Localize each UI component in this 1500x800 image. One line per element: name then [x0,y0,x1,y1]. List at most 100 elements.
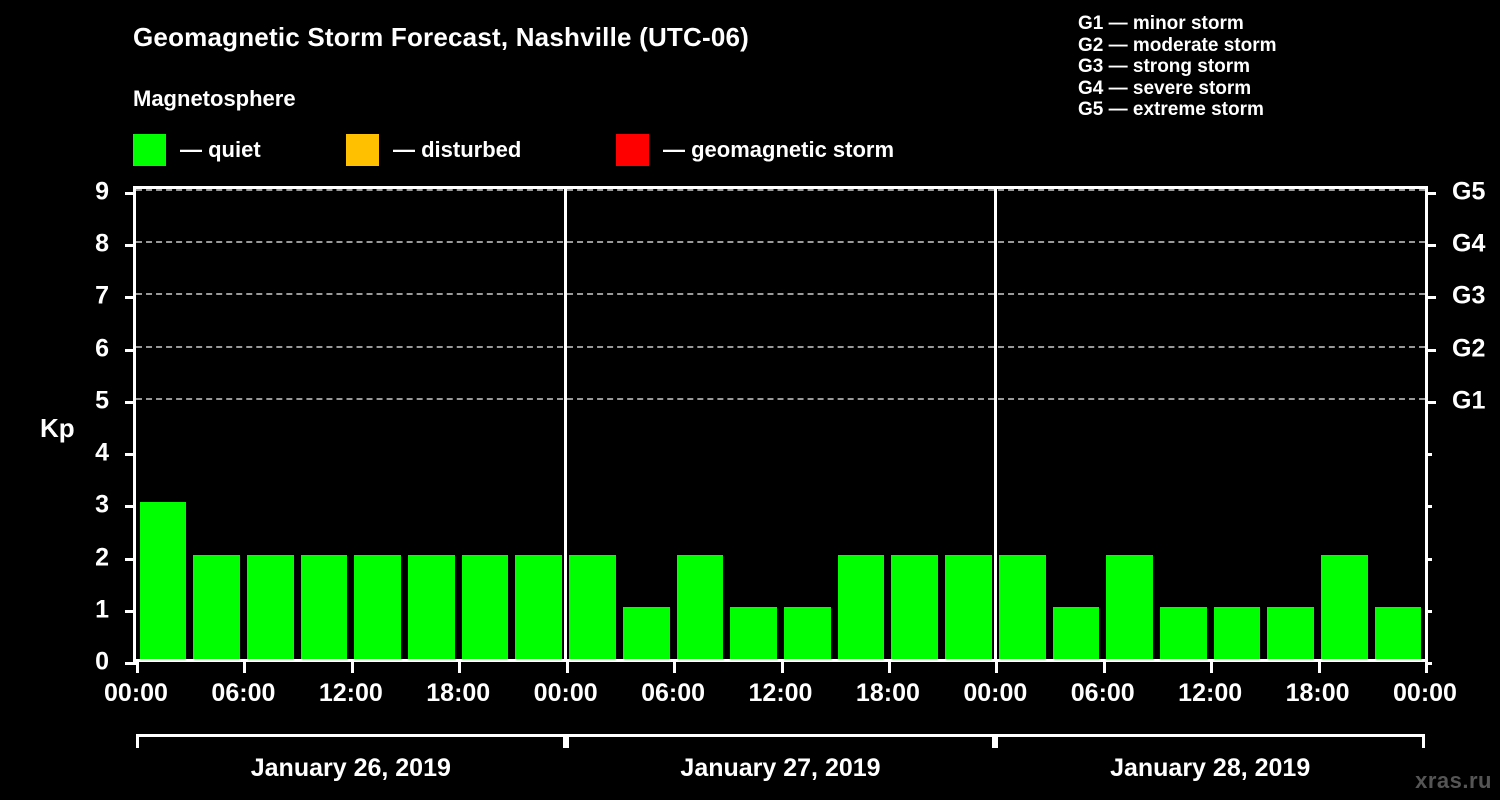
watermark: xras.ru [1415,768,1492,793]
y-tick-label-2: 2 [95,543,109,572]
gridline-kp-6 [136,345,1425,348]
x-tick-label-12: 00:00 [1393,679,1457,707]
y-tick-right-8 [1425,244,1436,248]
x-tick-label-8: 00:00 [963,679,1028,707]
gridline-kp-7 [136,293,1425,296]
bar [1106,554,1153,659]
y-tick-right-7 [1425,296,1436,300]
y-tick-label-5: 5 [95,386,109,415]
x-tick-label-11: 18:00 [1285,679,1350,707]
legend-item-disturbed: — disturbed [346,134,521,166]
bar [998,554,1046,659]
x-tick-0 [136,662,139,673]
x-tick-label-6: 12:00 [748,679,813,707]
bar [784,606,831,659]
date-label-2: January 27, 2019 [680,754,881,782]
x-tick-11 [1317,662,1321,673]
y-tick-label-9: 9 [95,177,109,206]
x-tick-label-1: 06:00 [211,679,276,707]
bar [1321,554,1368,659]
date-label-3: January 28, 2019 [1110,754,1311,782]
bar [945,554,992,659]
bar [139,502,187,659]
g-scale-label-g1: G1 [1452,386,1486,415]
plot-inner [136,189,1425,659]
y-tick-right-3 [1425,505,1432,509]
x-tick-label-0: 00:00 [104,679,168,707]
x-tick-7 [887,662,891,673]
y-tick-label-4: 4 [95,438,109,467]
legend-item-geomagnetic-storm: — geomagnetic storm [616,134,894,166]
bar [461,554,509,659]
y-tick-7 [125,296,136,300]
bar [1374,606,1422,659]
x-axis: 00:00 06:00 12:00 18:00 00:00 06:00 12:00 18:00… [104,662,1457,732]
chart-title: Geomagnetic Storm Forecast, Nashville (U… [133,22,750,52]
g-scale-label-g5: G5 [1452,177,1486,206]
legend-swatch-geomagnetic-storm-icon [616,134,649,166]
g-scale-label-g3: G3 [1452,281,1486,310]
x-tick-6 [780,662,784,673]
y-tick-right-4 [1425,453,1432,457]
date-bracket-1 [136,734,566,748]
legend-label-disturbed: — disturbed [393,137,522,162]
y-tick-label-7: 7 [95,281,109,310]
bar [730,606,777,659]
x-tick-label-7: 18:00 [855,679,920,707]
y-tick-right-5 [1425,400,1436,404]
y-tick-label-3: 3 [95,490,109,519]
y-axis-title: Kp [40,413,75,443]
bar [193,554,240,659]
bar [1267,606,1315,659]
bar [676,554,724,659]
y-tick-label-6: 6 [95,334,109,363]
bar [569,554,616,659]
bar [891,554,939,659]
bar [354,554,402,659]
y-tick-right-2 [1425,557,1432,561]
x-tick-label-4: 00:00 [533,679,598,707]
legend-item-quiet: — quiet [133,134,261,166]
gridline-kp-5 [136,397,1425,400]
plot-area: 0 1 2 3 4 5 6 7 8 9 G1 G2 G3 G4 G5 [95,178,1485,676]
x-tick-label-3: 18:00 [426,679,491,707]
y-tick-right-0 [1425,662,1432,665]
y-tick-8 [125,244,136,248]
y-tick-0 [125,662,136,665]
y-tick-2 [125,557,136,561]
x-tick-5 [673,662,677,673]
date-axis: January 26, 2019 January 27, 2019 January … [133,734,1428,800]
date-bracket-3 [995,734,1425,748]
x-tick-10 [1210,662,1214,673]
y-tick-label-1: 1 [95,595,109,624]
date-bracket-2 [565,734,996,748]
y-tick-label-0: 0 [95,647,109,676]
x-tick-8 [995,662,999,673]
x-tick-1 [243,662,247,673]
x-tick-12 [1425,662,1428,673]
g-scale-label-g4: G4 [1452,229,1486,258]
y-tick-label-8: 8 [95,229,109,258]
legend-label-quiet: — quiet [180,137,261,162]
bar [300,554,348,659]
gridline-kp-8 [136,241,1425,244]
g-key-row-g5: G5 — extreme storm [1078,99,1264,120]
g-key-row-g2: G2 — moderate storm [1078,34,1277,56]
bar [408,554,455,659]
g-scale-key: G1 — minor storm G2 — moderate storm G3 — … [1078,13,1277,121]
x-tick-4 [565,662,569,673]
legend-swatch-quiet-icon [133,134,166,166]
y-tick-4 [125,453,136,457]
date-label-1: January 26, 2019 [250,754,451,782]
y-tick-6 [125,348,136,352]
y-tick-1 [125,609,136,613]
g-scale-label-g2: G2 [1452,334,1486,363]
bar [515,554,563,659]
y-tick-right-1 [1425,609,1432,613]
y-tick-9 [125,192,136,195]
bar [1213,606,1261,659]
gridline-kp-9 [136,189,1425,191]
y-tick-3 [125,505,136,509]
g-key-row-g1: G1 — minor storm [1078,13,1244,34]
